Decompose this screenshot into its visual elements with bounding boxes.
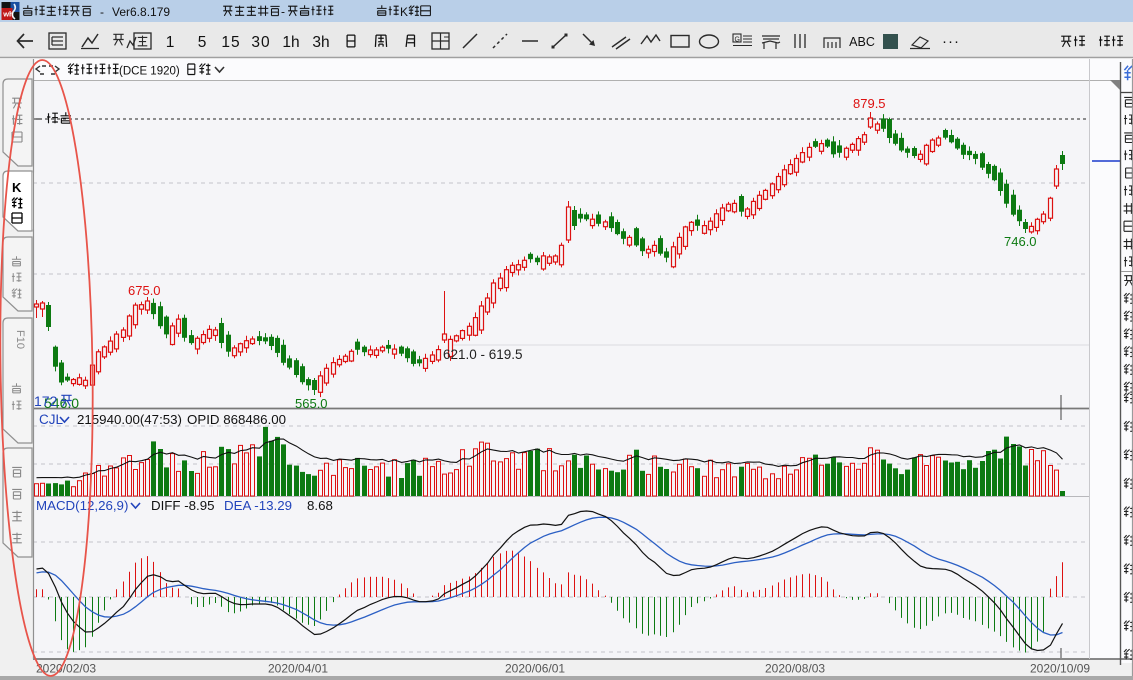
svg-text:1h: 1h bbox=[282, 34, 299, 51]
svg-text:30: 30 bbox=[251, 34, 270, 51]
svg-text:1: 1 bbox=[166, 34, 175, 51]
svg-text:···: ··· bbox=[942, 33, 960, 50]
svg-text:CJL: CJL bbox=[39, 412, 63, 427]
svg-text:(DCE 1920): (DCE 1920) bbox=[119, 66, 180, 78]
svg-text:wh: wh bbox=[2, 10, 14, 19]
svg-text:621.0 - 619.5: 621.0 - 619.5 bbox=[443, 347, 523, 362]
svg-text:2020/02/03: 2020/02/03 bbox=[36, 662, 96, 676]
svg-text:746.0: 746.0 bbox=[1004, 234, 1037, 249]
svg-text:Ver6.8.179: Ver6.8.179 bbox=[112, 5, 170, 19]
svg-text:DIFF -8.95: DIFF -8.95 bbox=[151, 498, 215, 513]
svg-text:K: K bbox=[400, 5, 408, 19]
svg-text:879.5: 879.5 bbox=[853, 96, 886, 111]
svg-text:DEA -13.29: DEA -13.29 bbox=[224, 498, 292, 513]
svg-text:OPID 868486.00: OPID 868486.00 bbox=[187, 412, 286, 427]
svg-text:5: 5 bbox=[198, 34, 207, 51]
svg-text:215940.00(47:53): 215940.00(47:53) bbox=[77, 412, 182, 427]
svg-text:-: - bbox=[100, 5, 104, 19]
svg-text:MACD(12,26,9): MACD(12,26,9) bbox=[36, 498, 128, 513]
svg-text:8.68: 8.68 bbox=[307, 498, 333, 513]
svg-text:3h: 3h bbox=[312, 34, 329, 51]
svg-text:546.0: 546.0 bbox=[44, 395, 79, 411]
svg-text:ABC: ABC bbox=[849, 35, 875, 49]
svg-text:15: 15 bbox=[221, 34, 240, 51]
svg-text:K: K bbox=[12, 180, 22, 195]
svg-text:G: G bbox=[735, 37, 740, 44]
svg-text:2020/04/01: 2020/04/01 bbox=[268, 662, 328, 676]
svg-text:2020/08/03: 2020/08/03 bbox=[765, 662, 825, 676]
svg-text:2020/06/01: 2020/06/01 bbox=[505, 662, 565, 676]
svg-text:675.0: 675.0 bbox=[128, 283, 161, 298]
svg-text:F10: F10 bbox=[14, 330, 26, 349]
svg-text:2020/10/09: 2020/10/09 bbox=[1030, 662, 1090, 676]
svg-text:172: 172 bbox=[34, 393, 58, 409]
svg-text:-: - bbox=[281, 5, 285, 19]
svg-text:565.0: 565.0 bbox=[295, 396, 328, 411]
